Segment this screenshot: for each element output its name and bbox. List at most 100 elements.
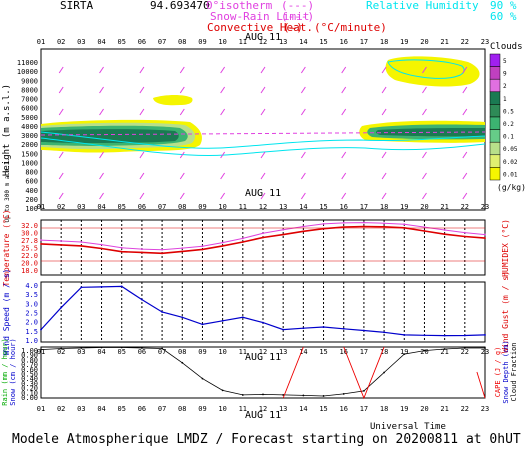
wind-barb — [139, 172, 145, 180]
y-tick-label: 10000 — [17, 68, 38, 76]
hour-tick-label: 15 — [319, 405, 327, 413]
wind-barb — [300, 151, 306, 159]
hour-tick-label: 13 — [279, 405, 287, 413]
humidex-line-point — [302, 225, 305, 228]
y-tick-label: 600 — [25, 178, 38, 186]
wind-speed-line-point — [120, 285, 123, 288]
wind-barb — [99, 86, 104, 94]
wind-barb — [179, 66, 185, 74]
temperature-line-point — [363, 225, 365, 228]
hour-tick-label: 09 — [198, 38, 206, 46]
y-tick-label: 3.0 — [25, 300, 38, 308]
y-tick-label: 7000 — [21, 96, 38, 104]
y-tick-label: 22.0 — [21, 252, 38, 260]
hour-tick-label: 14 — [299, 405, 307, 413]
hour-tick-label: 03 — [77, 203, 85, 211]
y-tick-label: 27.8 — [21, 237, 38, 245]
hour-tick-label: 10 — [218, 348, 226, 356]
wind-speed-line-point — [484, 334, 486, 336]
cloud-dark-left — [41, 129, 179, 143]
date-label-bottom: AUG 11 — [245, 410, 281, 421]
y-tick-label: 2.0 — [25, 319, 38, 327]
wind-barb — [300, 192, 306, 200]
humidex-line-point — [181, 247, 184, 250]
humidex-line-point — [262, 232, 264, 235]
hour-tick-label: 21 — [440, 203, 448, 211]
hour-tick-label: 04 — [97, 348, 105, 356]
wind-barb — [58, 66, 64, 74]
cloud-fraction-line-point — [403, 353, 406, 356]
hour-tick-label: 21 — [440, 38, 448, 46]
temp-ylabel: Temperature (°C) — [2, 209, 11, 286]
colorbar-label: 0.02 — [503, 159, 518, 166]
colorbar-swatch — [489, 154, 501, 168]
humidex-line-point — [403, 223, 406, 226]
hour-tick-label: 23 — [481, 38, 489, 46]
wind-barb — [462, 172, 468, 180]
temperature-line-point — [241, 241, 244, 243]
wind-barb — [381, 66, 387, 74]
hour-tick-label: 09 — [198, 348, 206, 356]
cape-line — [282, 346, 486, 400]
wind-barb — [260, 192, 266, 200]
y-tick-label: 0.60 — [21, 366, 38, 374]
wind-barb — [422, 192, 427, 200]
hour-tick-label: 02 — [57, 348, 65, 356]
y-tick-label: 200 — [25, 196, 38, 204]
hour-tick-label: 05 — [118, 38, 126, 46]
wind-speed-line-point — [100, 286, 103, 288]
cloud-fraction-line-point — [181, 361, 184, 364]
y-tick-label: 1.00 — [21, 347, 38, 355]
cloud-fraction-line-point — [342, 393, 345, 395]
y-tick-label: 5000 — [21, 114, 38, 122]
y-tick-label: 100 — [25, 205, 38, 213]
wind-barb — [99, 66, 104, 74]
wind-barb — [341, 66, 347, 74]
hour-tick-label: 18 — [380, 405, 388, 413]
humidex-line-point — [363, 221, 365, 224]
colorbar-swatch — [489, 91, 501, 105]
hour-tick-label: 13 — [279, 38, 287, 46]
hour-tick-label: 05 — [118, 405, 126, 413]
wind-barb — [462, 108, 468, 116]
wind-barb — [300, 108, 306, 116]
wind-barb — [341, 151, 347, 159]
hour-tick-label: 17 — [360, 348, 368, 356]
hour-tick-label: 09 — [198, 405, 206, 413]
wind-barb — [422, 151, 427, 159]
hour-tick-label: 04 — [97, 38, 105, 46]
humidex-line-point — [40, 239, 42, 241]
cloud-fraction-line-point — [322, 395, 325, 397]
hour-tick-label: 12 — [259, 203, 267, 211]
wind-barb — [179, 86, 185, 94]
hour-tick-label: 23 — [481, 348, 489, 356]
temperature-line-point — [262, 236, 264, 239]
hour-tick-label: 23 — [481, 405, 489, 413]
hour-tick-label: 22 — [461, 405, 469, 413]
wind-barb — [220, 172, 226, 180]
temperature-line-point — [181, 250, 184, 253]
y-tick-label: 2000 — [21, 141, 38, 149]
colorbar-label: 0.5 — [503, 108, 514, 115]
humidex-line-point — [423, 226, 426, 229]
rh-60: 60 % — [490, 10, 517, 23]
wind-barb — [99, 172, 104, 180]
cloud-fraction-line-point — [484, 347, 486, 349]
wind-barbs — [58, 66, 468, 200]
hour-tick-label: 06 — [138, 203, 146, 211]
wind-barb — [422, 66, 427, 74]
hour-tick-label: 06 — [138, 405, 146, 413]
hour-tick-label: 17 — [360, 405, 368, 413]
wind-barb — [462, 86, 468, 94]
y-tick-label: 0.00 — [21, 394, 38, 402]
wind-barb — [139, 151, 145, 159]
wind-barb — [139, 66, 145, 74]
wind-barb — [99, 192, 104, 200]
cloud-fraction-line-point — [363, 389, 365, 392]
humidex-line-point — [120, 246, 123, 249]
wind-barb — [300, 86, 306, 94]
hour-tick-label: 02 — [57, 38, 65, 46]
hour-tick-label: 11 — [239, 203, 247, 211]
y-tick-label: 0.50 — [21, 371, 38, 379]
legend-isotherm-bracket: (---) — [281, 0, 314, 12]
